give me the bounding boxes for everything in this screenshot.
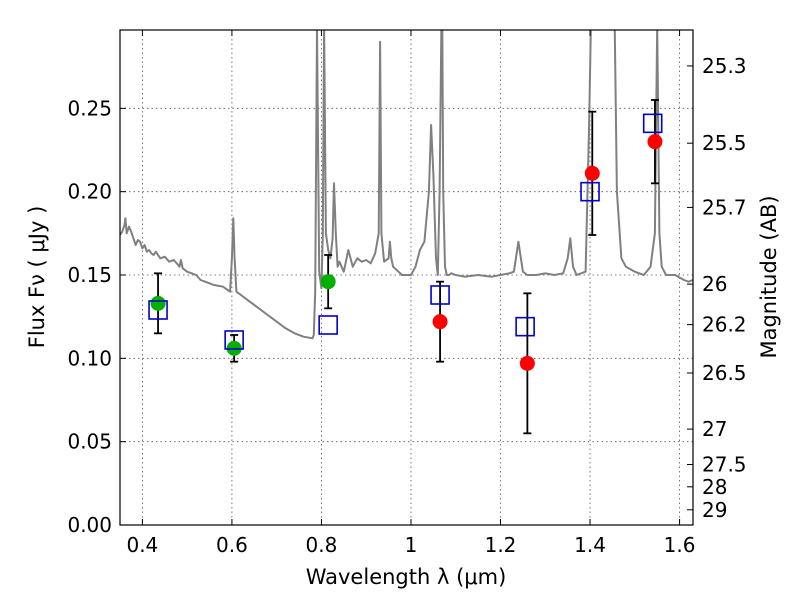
right-tick-label: 25.5: [702, 131, 747, 155]
right-tick-label: 29: [702, 498, 727, 522]
right-tick-label: 26: [702, 272, 727, 296]
grid: [120, 30, 693, 526]
model-flux-square: [318, 315, 338, 335]
green-data-point: [150, 295, 166, 311]
y-tick-label: 0.10: [67, 346, 112, 370]
red-data-point: [519, 355, 535, 371]
y-tick-label: 0.05: [67, 430, 112, 454]
plot-area: [120, 30, 693, 435]
x-tick-label: 1: [405, 533, 418, 557]
right-axis-label: Magnitude (AB): [757, 195, 781, 358]
right-tick-label: 26.2: [702, 313, 747, 337]
red-data-point: [584, 165, 600, 181]
red-data-point: [432, 314, 448, 330]
y-tick-label: 0.15: [67, 263, 112, 287]
right-tick-label: 27.5: [702, 452, 747, 476]
right-tick-label: 25.3: [702, 54, 747, 78]
right-tick-label: 28: [702, 475, 727, 499]
right-tick-label: 25.7: [702, 195, 747, 219]
model-spectrum-line: [120, 30, 693, 340]
model-flux-square: [580, 181, 600, 202]
right-tick-label: 27: [702, 417, 727, 441]
y-tick-label: 0.20: [67, 180, 112, 204]
x-axis-label: Wavelength λ (μm): [306, 565, 507, 589]
red-data-point: [647, 134, 663, 150]
x-tick-label: 0.4: [126, 533, 158, 557]
right-tick-label: 26.5: [702, 361, 747, 385]
model-flux-square: [515, 316, 535, 337]
plot-frame: [119, 29, 694, 526]
x-tick-label: 0.8: [306, 533, 338, 557]
model-flux-square: [642, 113, 663, 134]
x-tick-label: 0.6: [216, 533, 248, 557]
green-data-point: [320, 274, 336, 290]
x-tick-label: 1.2: [485, 533, 517, 557]
model-flux-square: [148, 300, 168, 320]
model-flux-square: [430, 285, 450, 305]
x-tick-label: 1.4: [574, 533, 606, 557]
axes: 0.4 0.6 0.8 1 1.2 1.4 1.6 0.00 0.05 0.10 0.15 0.20 0…: [67, 30, 747, 557]
x-tick-label: 1.6: [664, 533, 696, 557]
y-tick-label: 0.25: [67, 96, 112, 120]
model-flux-square: [224, 330, 244, 350]
y-axis-label: Flux Fν ( μJy ): [25, 206, 49, 349]
y-tick-label: 0.00: [67, 513, 112, 537]
